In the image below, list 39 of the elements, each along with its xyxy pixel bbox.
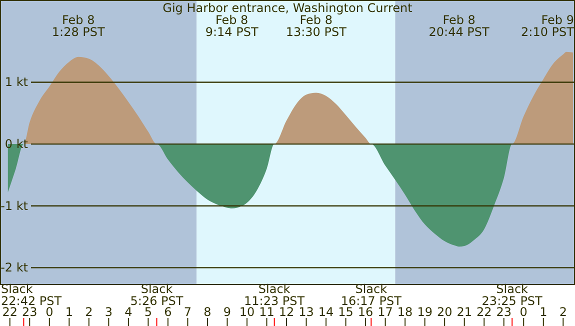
x-tick-label: 5 [144,305,152,319]
y-tick-label: -1 kt [0,198,28,213]
x-tick-label: 14 [318,305,334,319]
annotation: Feb 8 13:30 PST [286,13,348,39]
x-tick-label: 23 [22,305,38,319]
x-tick-label: 10 [239,305,255,319]
x-tick-label: 11 [259,305,274,319]
x-tick-label: 17 [378,305,393,319]
x-tick-label: 9 [223,305,232,319]
chart-title: Gig Harbor entrance, Washington Current [162,1,413,15]
x-tick-label: 15 [338,305,354,319]
x-tick-label: 21 [456,305,472,319]
x-tick-label: 2 [85,305,93,319]
x-tick-label: 0 [46,305,54,319]
annotation: Feb 8 20:44 PST [428,13,490,39]
x-tick-label: 22 [2,305,18,319]
x-tick-label: 16 [358,305,374,319]
x-tick-label: 19 [417,305,432,319]
x-tick-label: 3 [104,305,112,319]
y-tick-label: 0 kt [4,137,28,152]
x-tick-label: 7 [184,305,192,319]
x-tick-label: 1 [540,305,548,319]
annotation: Feb 8 9:14 PST [205,13,259,39]
x-tick-label: 8 [204,305,212,319]
y-tick-label: 1 kt [4,75,28,90]
x-tick-label: 4 [124,305,132,319]
annotation: Feb 8 1:28 PST [52,13,106,39]
x-tick-label: 13 [298,305,314,319]
x-tick-label: 6 [164,305,172,319]
x-tick-label: 23 [496,305,512,319]
x-tick-label: 22 [476,305,492,319]
x-tick-label: 12 [278,305,294,319]
x-tick-label: 20 [436,305,452,319]
x-tick-label: 0 [520,305,528,319]
y-tick-label: -2 kt [0,260,28,275]
x-tick-label: 18 [397,305,413,319]
annotation: Feb 9 2:10 PST [521,13,575,39]
x-tick-label: 2 [559,305,567,319]
x-tick-label: 1 [65,305,73,319]
